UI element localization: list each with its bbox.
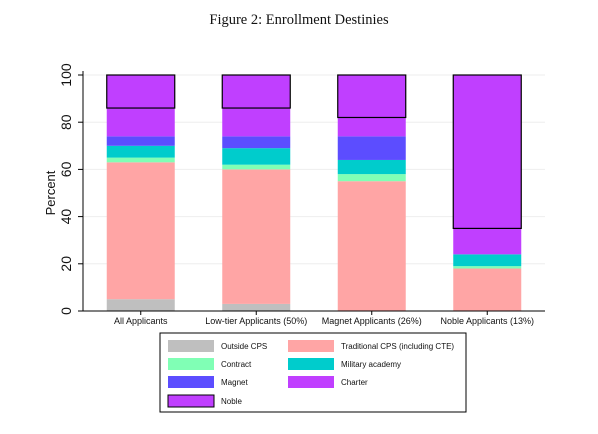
axes: 0 20 40 60 80 100 All Applicants Low-tier Appli… xyxy=(58,63,545,326)
bar-segment xyxy=(222,136,291,149)
y-tick-label: 20 xyxy=(58,256,74,272)
bars xyxy=(106,74,522,311)
x-tick-label: Low-tier Applicants (50%) xyxy=(205,316,307,326)
legend-swatch xyxy=(288,358,334,370)
y-axis-title: Percent xyxy=(43,170,58,215)
y-tick-label: 40 xyxy=(58,209,74,225)
bar-segment xyxy=(106,145,175,158)
bar-segment xyxy=(337,174,406,182)
bar-segment xyxy=(222,108,291,137)
bar-segment xyxy=(222,148,291,165)
bar-segment xyxy=(106,108,175,137)
bar-segment xyxy=(106,157,175,163)
bar-segment xyxy=(337,159,406,175)
bar-segment xyxy=(106,136,175,146)
bar-segment xyxy=(106,74,176,109)
figure-title: Figure 2: Enrollment Destinies xyxy=(209,12,389,28)
bar-segment xyxy=(221,74,291,109)
y-tick-label: 100 xyxy=(58,63,74,87)
y-tick-label: 0 xyxy=(58,307,74,315)
legend-label: Traditional CPS (including CTE) xyxy=(341,342,454,351)
legend-swatch xyxy=(288,376,334,388)
legend-label: Outside CPS xyxy=(221,342,267,351)
legend-swatch xyxy=(168,376,214,388)
legend-label: Military academy xyxy=(341,360,401,369)
legend: Outside CPS Traditional CPS (including CT… xyxy=(159,332,467,413)
legend-swatch xyxy=(288,340,334,352)
legend-swatch xyxy=(168,340,214,352)
bar-segment xyxy=(453,268,522,311)
bar-segment xyxy=(222,164,291,170)
bar-segment xyxy=(222,303,291,311)
bar-segment xyxy=(106,299,175,311)
legend-label: Magnet xyxy=(221,378,248,387)
legend-label: Charter xyxy=(341,378,368,387)
x-tick-label: Magnet Applicants (26%) xyxy=(322,316,422,326)
legend-swatch xyxy=(167,394,215,408)
bar-segment xyxy=(337,181,406,311)
bar-segment xyxy=(453,228,522,255)
bar-segment xyxy=(337,136,406,160)
x-tick-label: All Applicants xyxy=(114,316,168,326)
legend-label: Noble xyxy=(221,397,242,406)
bar-segment xyxy=(106,162,175,300)
bar-segment xyxy=(452,74,522,229)
bar-segment xyxy=(453,254,522,267)
bar-segment xyxy=(337,117,406,137)
bar-segment xyxy=(222,169,291,304)
legend-label: Contract xyxy=(221,360,252,369)
y-tick-label: 60 xyxy=(58,161,74,177)
bar-segment xyxy=(337,74,407,119)
bar-segment xyxy=(453,266,522,269)
y-tick-label: 80 xyxy=(58,114,74,130)
legend-swatch xyxy=(168,358,214,370)
x-tick-label: Noble Applicants (13%) xyxy=(440,316,534,326)
